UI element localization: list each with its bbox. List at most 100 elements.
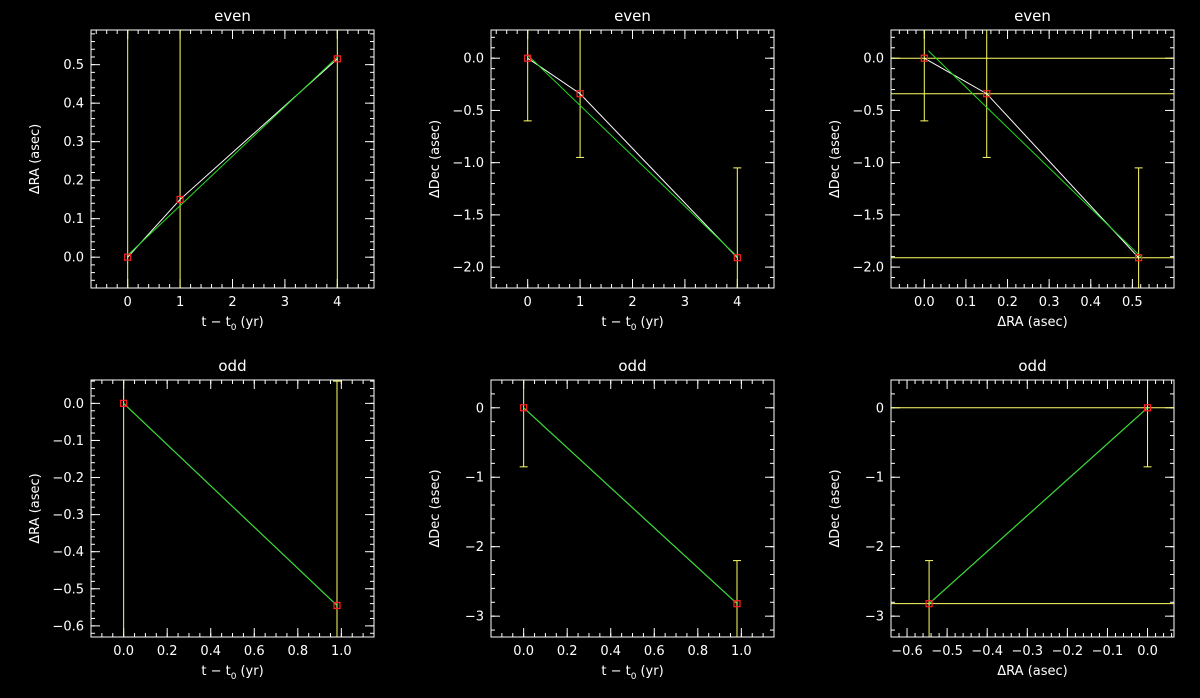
x-tick-label: 0.0 xyxy=(1137,644,1158,659)
y-tick-label: −1.0 xyxy=(852,156,884,171)
x-tick-label: 3 xyxy=(681,295,689,310)
x-axis-label: t − t0 (yr) xyxy=(201,315,263,333)
y-axis-label: ΔRA (asec) xyxy=(28,124,43,194)
x-axis-label-subscript: 0 xyxy=(631,672,637,682)
y-axis-label: ΔDec (asec) xyxy=(828,469,843,547)
x-axis-label-unit: (yr) xyxy=(240,664,263,679)
fit-line-green xyxy=(527,54,738,258)
data-point-marker xyxy=(1143,404,1152,412)
x-axis-label-text: ΔRA (asec) xyxy=(997,315,1067,330)
x-axis-label-unit: (yr) xyxy=(640,664,663,679)
x-tick-label: −0.6 xyxy=(891,644,923,659)
panel-title: odd xyxy=(218,357,246,375)
y-tick-label: −1 xyxy=(865,471,884,486)
y-tick-label: 0.0 xyxy=(63,397,84,412)
x-tick-label: 0.6 xyxy=(244,644,265,659)
y-tick-label: −2 xyxy=(465,540,484,555)
x-tick-label: 0 xyxy=(524,295,532,310)
panel-title: even xyxy=(214,7,251,25)
panel-4: odd 0.0 0.2 0.4 0.6 0.8 1.0 0.0 −0.1 −0.2 −0.3 −0.4… xyxy=(28,357,375,682)
y-tick-label: −0.2 xyxy=(52,471,84,486)
data-point-marker xyxy=(520,404,528,412)
data-point-marker xyxy=(1135,254,1143,262)
y-tick-label: −1.0 xyxy=(452,156,484,171)
data-point-marker xyxy=(983,90,991,98)
y-tick-label: −0.1 xyxy=(52,434,84,449)
y-tick-label: 0.1 xyxy=(63,212,84,227)
y-axis-label: ΔDec (asec) xyxy=(828,120,843,198)
data-line-white xyxy=(127,58,338,258)
y-tick-label: −0.4 xyxy=(52,545,84,560)
x-tick-label: −0.5 xyxy=(931,644,963,659)
y-tick-label: −0.5 xyxy=(452,104,484,119)
x-tick-label: 3 xyxy=(281,295,289,310)
y-axis-label: ΔDec (asec) xyxy=(428,469,443,547)
plot-frame xyxy=(490,29,775,289)
y-tick-label: −1 xyxy=(465,471,484,486)
x-tick-label: 0 xyxy=(124,295,132,310)
y-tick-label: 0.0 xyxy=(463,52,484,67)
y-tick-label: −3 xyxy=(465,610,484,625)
x-tick-label: 0.4 xyxy=(200,644,221,659)
y-axis-label: ΔDec (asec) xyxy=(428,120,443,198)
x-tick-label: 0.4 xyxy=(1080,295,1101,310)
x-tick-label: −0.2 xyxy=(1052,644,1084,659)
y-tick-label: −0.3 xyxy=(52,508,84,523)
plot-frame xyxy=(90,379,375,638)
fit-line-green xyxy=(123,403,338,606)
y-tick-label: −2.0 xyxy=(452,261,484,276)
y-tick-label: 0.5 xyxy=(63,58,84,73)
x-axis-label-text: ΔRA (asec) xyxy=(997,664,1067,679)
y-tick-label: 0.2 xyxy=(63,174,84,189)
x-tick-label: 0.8 xyxy=(287,644,308,659)
x-axis-label: ΔRA (asec) xyxy=(997,664,1067,679)
y-tick-label: 0.4 xyxy=(63,97,84,112)
data-point-marker xyxy=(524,54,532,62)
data-point-marker xyxy=(120,399,128,407)
y-tick-label: −0.5 xyxy=(52,582,84,597)
x-tick-label: −0.1 xyxy=(1092,644,1124,659)
x-axis-label-subscript: 0 xyxy=(231,672,237,682)
panel-title: even xyxy=(614,7,651,25)
x-tick-label: 0.8 xyxy=(687,644,708,659)
x-tick-label: 0.2 xyxy=(157,644,178,659)
y-axis-label: ΔRA (asec) xyxy=(28,473,43,543)
x-axis-label-unit: (yr) xyxy=(640,315,663,330)
y-tick-label: −2.0 xyxy=(852,261,884,276)
data-point-marker xyxy=(920,54,928,62)
y-tick-label: −0.6 xyxy=(52,619,84,634)
x-tick-label: 1 xyxy=(576,295,584,310)
x-tick-label: 0.0 xyxy=(914,295,935,310)
x-axis-label: t − t0 (yr) xyxy=(601,315,663,333)
data-line-white xyxy=(924,57,1139,259)
x-axis-label: ΔRA (asec) xyxy=(997,315,1067,330)
x-tick-label: 0.5 xyxy=(1122,295,1143,310)
x-tick-label: 1.0 xyxy=(731,644,752,659)
x-tick-label: 0.6 xyxy=(644,644,665,659)
x-axis-label-text: t − t xyxy=(601,315,630,330)
panel-title: odd xyxy=(1018,357,1046,375)
x-tick-label: −0.3 xyxy=(1011,644,1043,659)
data-line-white xyxy=(527,57,738,259)
plot-frame xyxy=(890,29,1175,289)
x-tick-label: 0.0 xyxy=(513,644,534,659)
x-axis-label: t − t0 (yr) xyxy=(201,664,263,682)
data-point-marker xyxy=(333,55,341,63)
data-point-marker xyxy=(124,253,132,261)
panel-title: odd xyxy=(618,357,646,375)
fit-line-green xyxy=(127,56,338,256)
x-tick-label: 0.2 xyxy=(557,644,578,659)
data-point-marker xyxy=(733,254,741,262)
x-tick-label: 2 xyxy=(228,295,236,310)
plot-frame xyxy=(890,379,1175,638)
x-tick-label: 0.0 xyxy=(113,644,134,659)
x-tick-label: 1 xyxy=(176,295,184,310)
data-point-marker xyxy=(576,90,584,98)
y-tick-label: −1.5 xyxy=(452,208,484,223)
y-tick-label: −1.5 xyxy=(852,208,884,223)
x-tick-label: 4 xyxy=(333,295,341,310)
y-tick-label: 0 xyxy=(476,401,484,416)
